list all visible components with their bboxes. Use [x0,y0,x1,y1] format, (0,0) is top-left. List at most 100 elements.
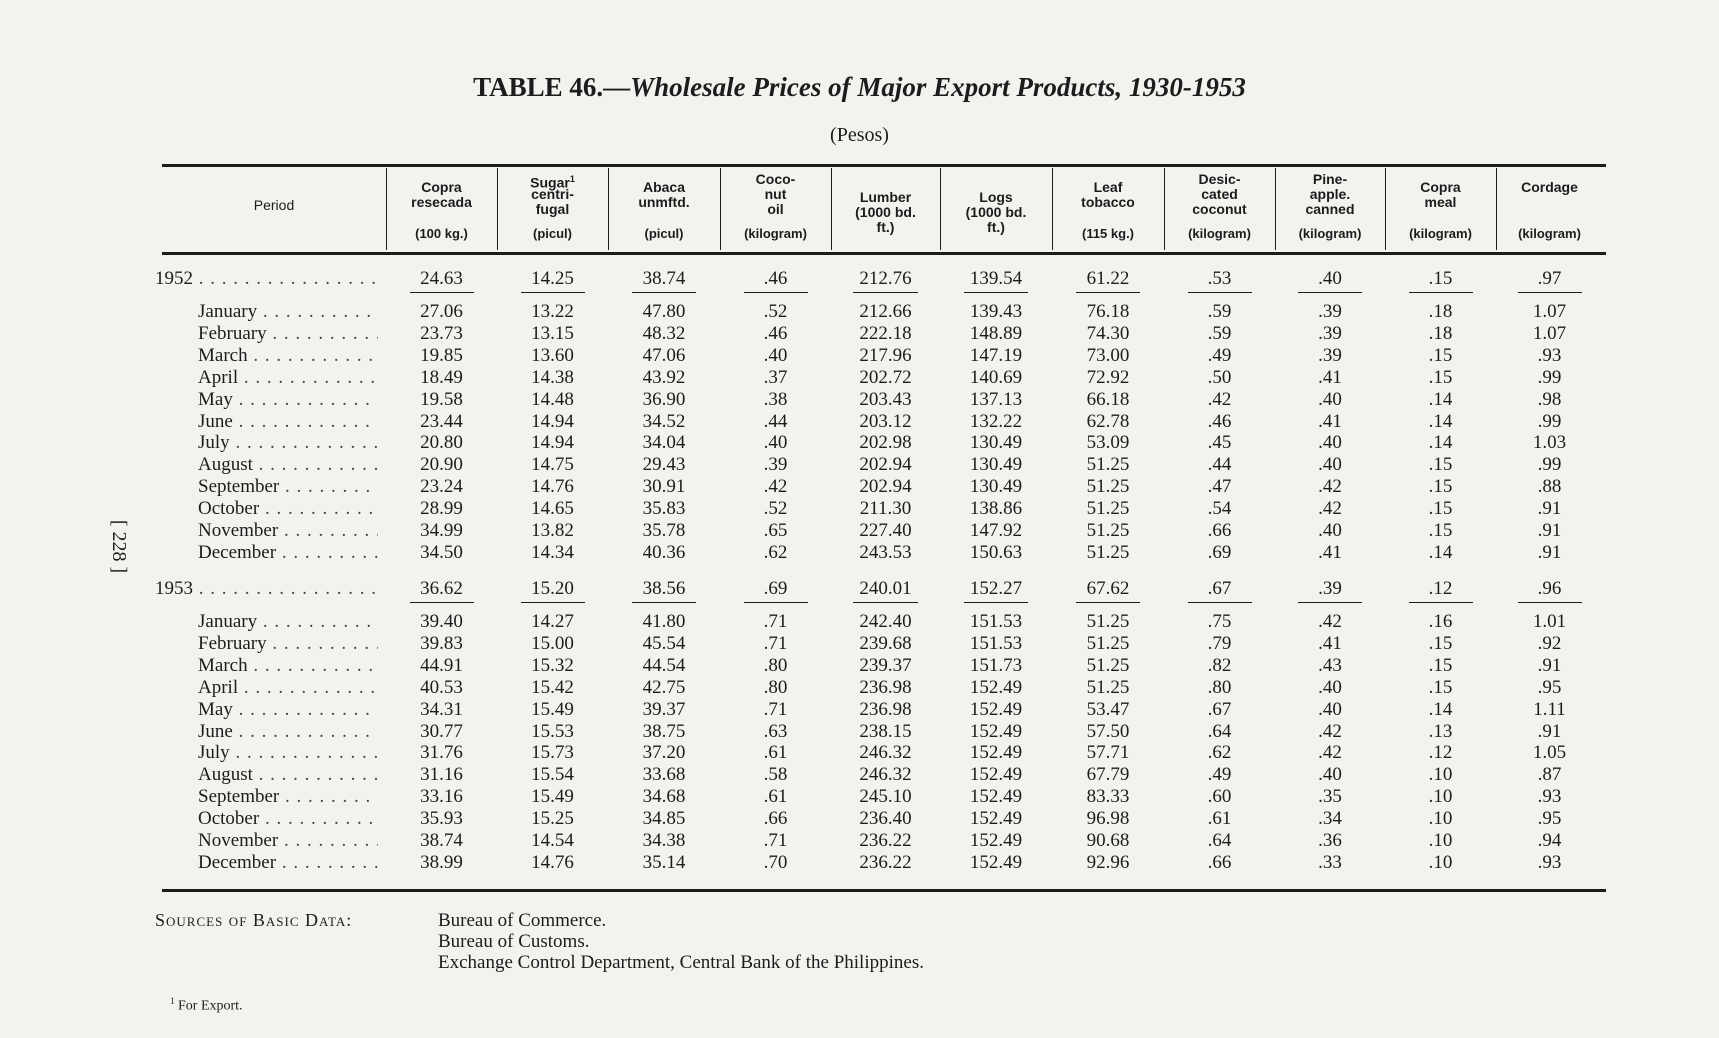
month-value: .95 [1537,808,1562,830]
month-value: 34.52 [642,410,686,432]
column-unit: (kilogram) [1188,226,1251,241]
month: November [198,830,378,852]
year-value: .53 [1187,268,1252,293]
footnote: 1 For Export. [170,996,243,1015]
month-value: .14 [1428,432,1453,454]
month-value: 151.73 [969,654,1023,676]
month-value: .46 [763,322,788,344]
month-value: .34 [1318,808,1342,830]
month-value: 19.85 [420,344,463,366]
column-name: ft.) [987,219,1005,235]
month-value: 238.15 [859,720,912,742]
month-value: 152.49 [969,851,1023,873]
top-rule [162,164,1606,167]
month-value: .71 [763,611,788,632]
year-cell: 212.76 [831,268,940,293]
month-value: 20.80 [420,432,463,454]
month-value: .80 [1207,676,1232,698]
month-value: 243.53 [859,541,912,563]
month-value: 51.25 [1086,454,1130,476]
month-value: 47.06 [642,344,686,366]
year-cell: .40 [1275,268,1385,293]
column-name: Logs [979,189,1013,205]
month-value: .10 [1428,830,1453,851]
month-value: 45.54 [642,632,686,654]
month-value: 23.44 [420,410,463,432]
month-value: 15.25 [531,808,574,830]
column-divider [1052,168,1053,250]
month-value: 152.49 [969,830,1023,851]
column-unit: (kilogram) [1298,226,1362,241]
column-unit: (kilogram) [744,226,807,241]
column-divider [1275,168,1276,250]
month: August [198,764,378,786]
month-value: .93 [1537,344,1562,366]
month-value: .15 [1428,520,1453,541]
month-value: .91 [1537,720,1562,742]
month-value: 140.69 [969,366,1023,388]
month-value: 51.25 [1086,632,1130,654]
month-value: 34.68 [642,786,686,808]
month-value: .10 [1428,851,1453,873]
month-value: 74.30 [1086,322,1130,344]
month-value: .36 [1318,830,1342,851]
month-value: .40 [1318,698,1342,720]
month-value: 30.77 [420,720,463,742]
month-value: 138.86 [969,498,1023,520]
month-value: .62 [1207,742,1232,764]
year-value: 24.63 [409,268,474,293]
month-value: .49 [1207,764,1232,786]
month-value: 150.63 [969,541,1023,563]
month-value: .88 [1537,476,1562,498]
month-value: .69 [1207,541,1232,563]
column-name: resecada [411,194,472,210]
month-value: 14.94 [531,410,574,432]
month-value: 236.22 [859,851,912,873]
month-value: 27.06 [420,301,463,322]
month-value: .39 [763,454,788,476]
month-value: 14.94 [531,432,574,454]
month-value: .40 [1318,388,1342,410]
month-value: .15 [1428,454,1453,476]
month-value: .16 [1428,611,1453,632]
month-value: 14.76 [531,851,574,873]
month-value: .59 [1207,322,1232,344]
year-cell: .12 [1385,578,1496,603]
month-value: 41.80 [642,611,686,632]
month-value: 217.96 [859,344,912,366]
column-divider [940,168,941,250]
year-cell: 38.74 [608,268,720,293]
month-value: 39.37 [642,698,686,720]
month-value: 211.30 [859,498,912,520]
month-value: .41 [1318,541,1342,563]
month-value: 239.37 [859,654,912,676]
month-value: .61 [1207,808,1232,830]
month-value: .39 [1318,344,1342,366]
month-value: 203.12 [859,410,912,432]
month-value: 37.20 [642,742,686,764]
month-value: 151.53 [969,611,1023,632]
year-cell: 38.56 [608,578,720,603]
year-value: 152.27 [963,578,1029,603]
month-value: 152.49 [969,676,1023,698]
month-value: 51.25 [1086,611,1130,632]
month-value: 132.22 [969,410,1023,432]
source: Bureau of Commerce. [438,910,607,931]
month-value: 130.49 [969,476,1023,498]
column-name: nut [764,186,787,202]
column-name: centri- [531,186,574,202]
month-value: 203.43 [859,388,912,410]
month-value: 53.47 [1086,698,1130,720]
month: February [198,633,378,655]
month-value: .66 [763,808,788,830]
month: June [198,721,378,743]
month-value: .61 [763,786,788,808]
year-cell: 15.20 [497,578,608,603]
year-value: .67 [1187,578,1252,603]
month: September [198,476,378,498]
month-value: 34.50 [420,541,463,563]
month-value: 35.83 [642,498,686,520]
month-value: .10 [1428,764,1453,786]
year-value: .12 [1408,578,1473,603]
month-value: .12 [1428,742,1453,764]
